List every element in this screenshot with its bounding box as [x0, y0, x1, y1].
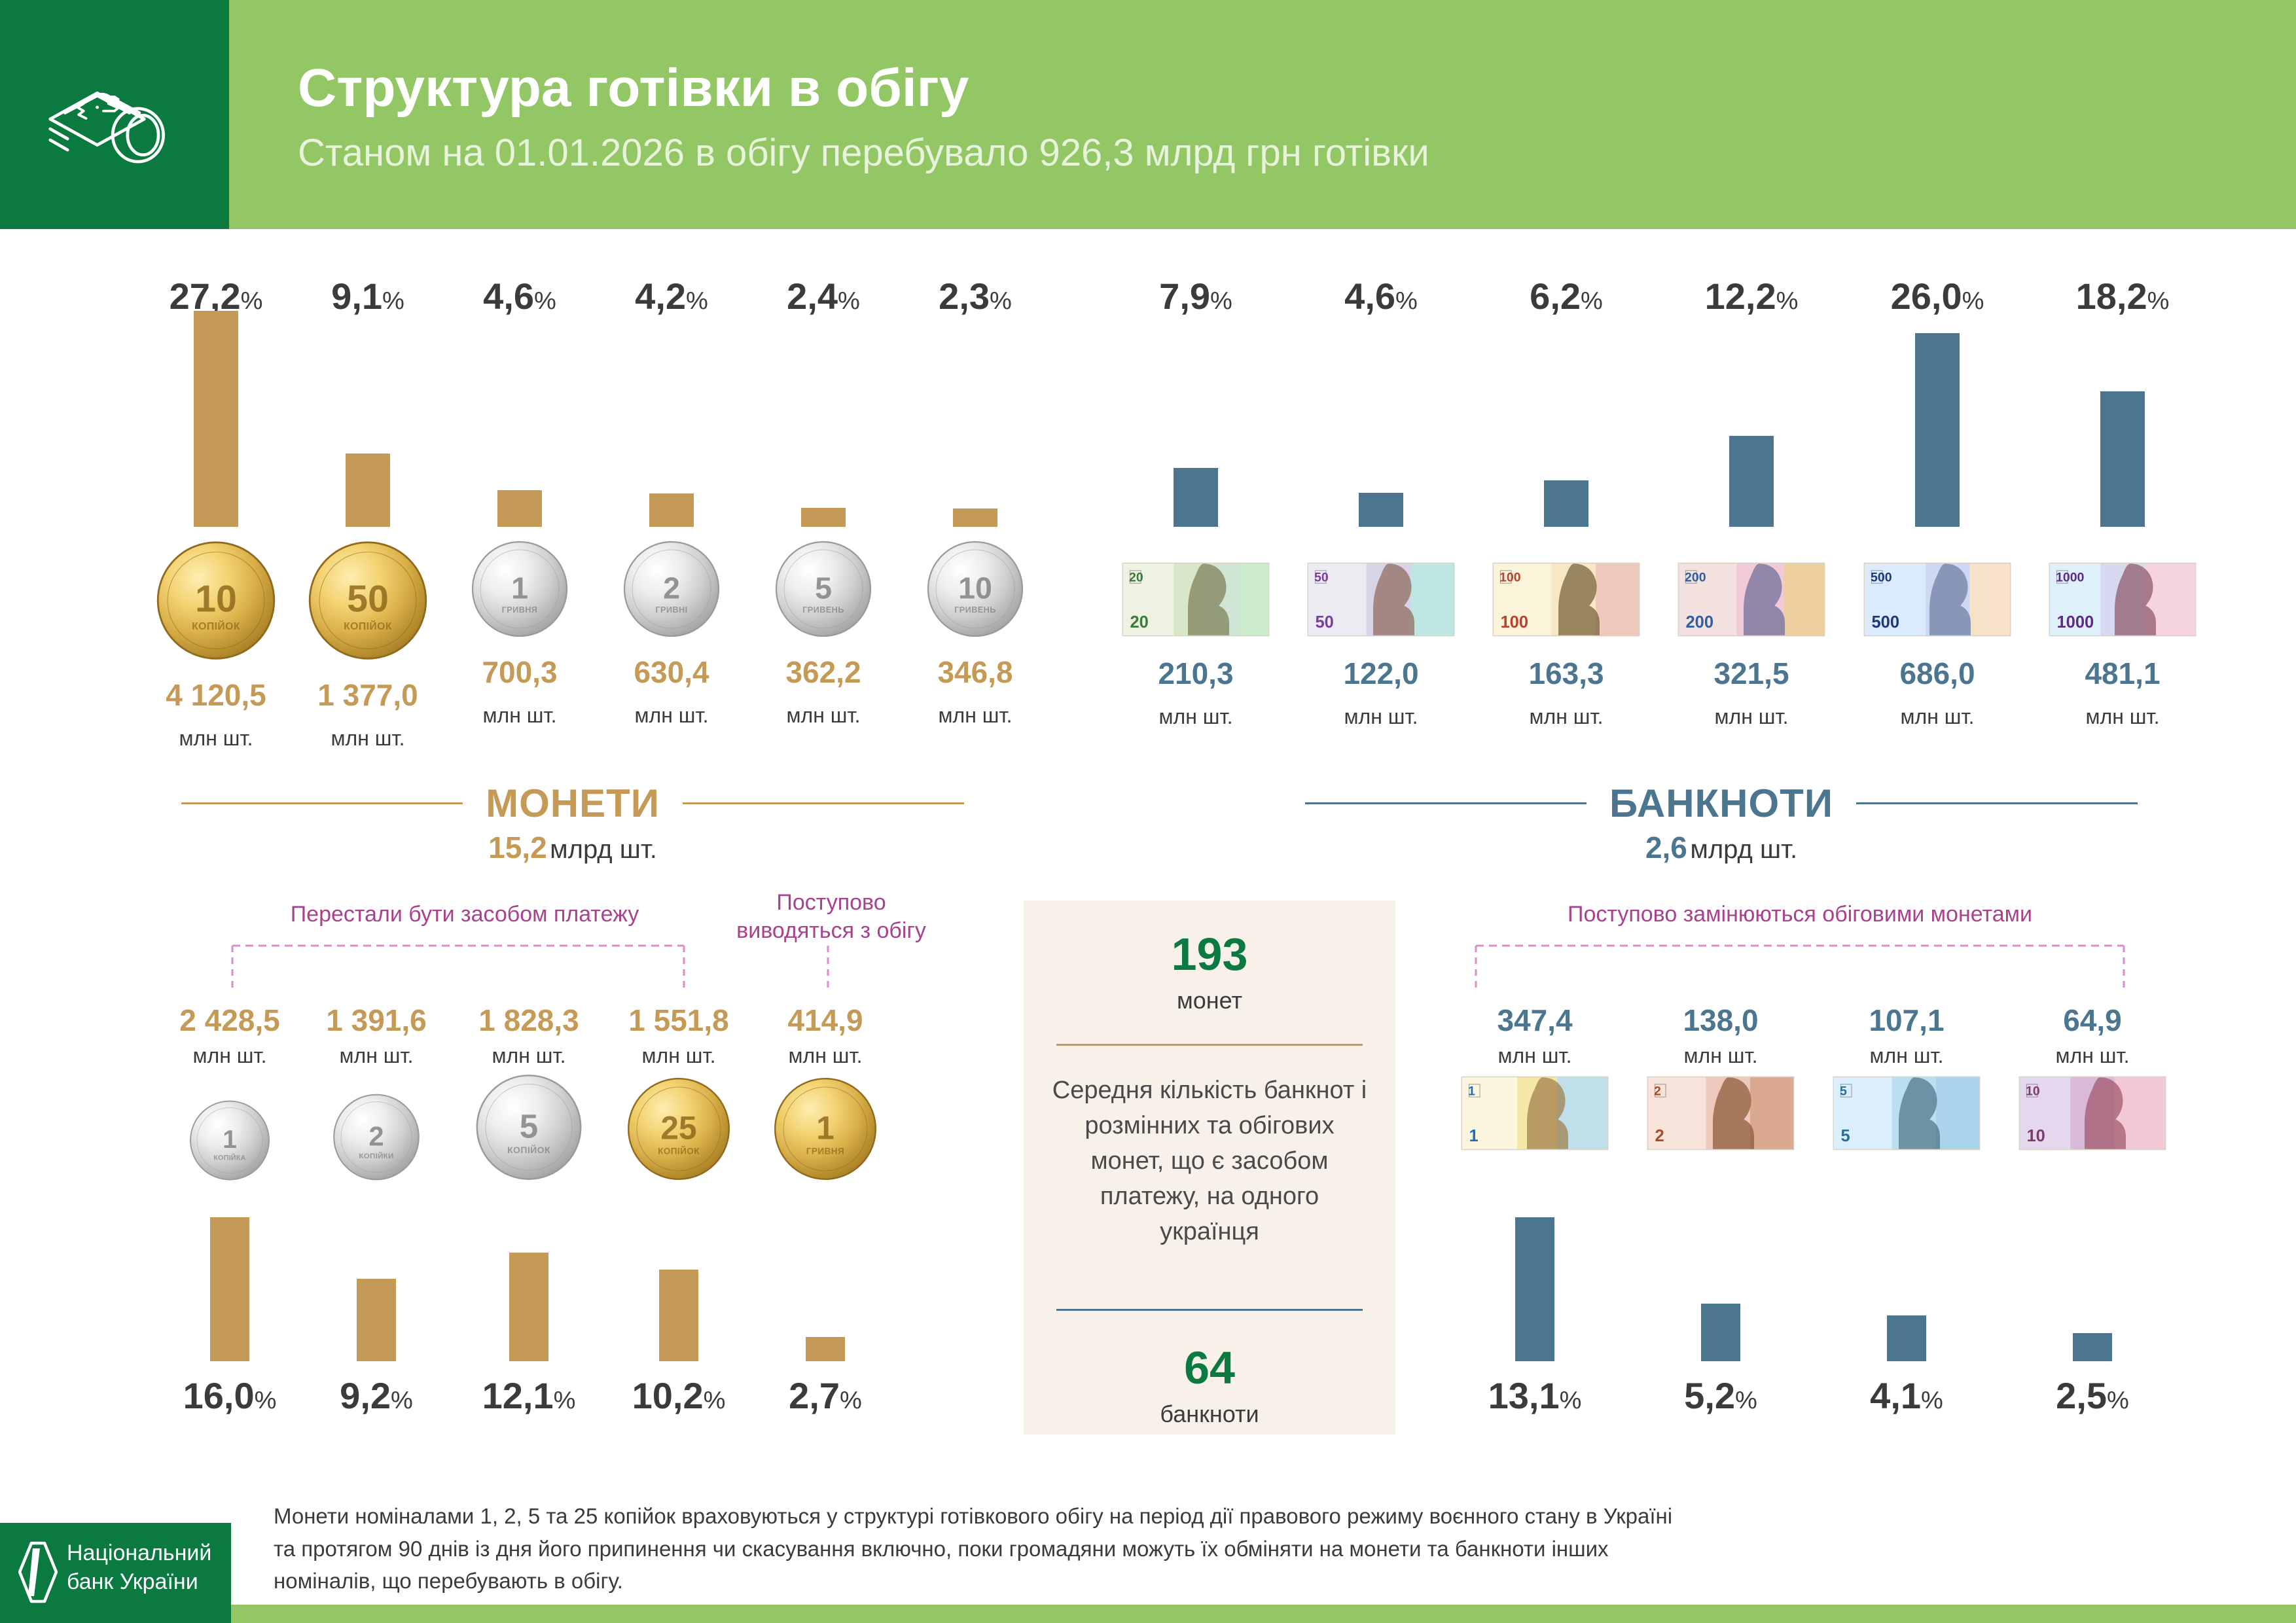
svg-text:20: 20	[1130, 613, 1149, 632]
svg-text:200: 200	[1685, 570, 1706, 584]
svg-text:2: 2	[1654, 1084, 1661, 1098]
svg-text:1: 1	[511, 571, 528, 605]
svg-text:10: 10	[2026, 1084, 2040, 1098]
svg-text:10: 10	[195, 579, 237, 620]
svg-text:КОПІЙКИ: КОПІЙКИ	[359, 1152, 393, 1160]
svg-text:2: 2	[663, 571, 680, 605]
svg-text:20: 20	[1129, 570, 1143, 584]
svg-text:1: 1	[1469, 1127, 1479, 1145]
svg-text:1000: 1000	[2057, 613, 2094, 632]
svg-text:5: 5	[520, 1107, 538, 1145]
svg-text:10: 10	[2027, 1127, 2045, 1145]
svg-text:50: 50	[347, 579, 389, 620]
svg-text:50: 50	[1314, 570, 1329, 584]
svg-text:2: 2	[1655, 1127, 1664, 1145]
svg-text:2: 2	[368, 1121, 384, 1152]
svg-text:КОПІЙОК: КОПІЙОК	[658, 1146, 700, 1156]
svg-text:КОПІЙОК: КОПІЙОК	[192, 620, 240, 632]
svg-text:5: 5	[815, 571, 832, 605]
svg-text:5: 5	[1840, 1084, 1847, 1098]
svg-text:ГРИВНЯ: ГРИВНЯ	[502, 605, 538, 615]
svg-text:25: 25	[660, 1109, 696, 1146]
svg-text:1: 1	[816, 1109, 834, 1146]
svg-text:ГРИВЕНЬ: ГРИВЕНЬ	[954, 605, 996, 615]
svg-text:50: 50	[1316, 613, 1334, 632]
svg-text:1: 1	[223, 1126, 237, 1154]
svg-text:КОПІЙОК: КОПІЙОК	[507, 1144, 550, 1155]
svg-text:5: 5	[1841, 1127, 1850, 1145]
svg-text:ГРИВНЯ: ГРИВНЯ	[806, 1146, 844, 1156]
svg-text:1000: 1000	[2056, 570, 2085, 584]
svg-text:КОПІЙОК: КОПІЙОК	[344, 620, 392, 632]
svg-text:100: 100	[1499, 570, 1521, 584]
svg-text:ГРИВНІ: ГРИВНІ	[655, 605, 687, 615]
svg-text:КОПІЙКА: КОПІЙКА	[213, 1154, 245, 1162]
svg-text:ГРИВЕНЬ: ГРИВЕНЬ	[802, 605, 844, 615]
svg-text:500: 500	[1871, 570, 1892, 584]
svg-text:1: 1	[1468, 1084, 1475, 1098]
svg-text:200: 200	[1686, 613, 1714, 632]
svg-text:10: 10	[958, 571, 992, 605]
svg-text:100: 100	[1501, 613, 1529, 632]
svg-text:500: 500	[1872, 613, 1900, 632]
